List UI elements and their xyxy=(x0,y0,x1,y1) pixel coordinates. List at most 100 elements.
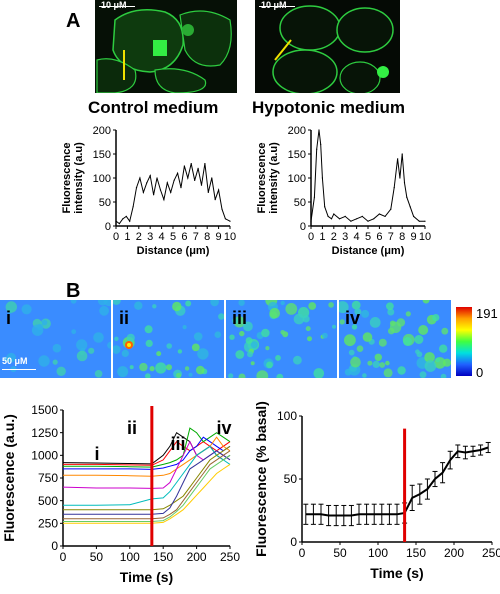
x-tick-label: 7 xyxy=(193,231,199,243)
profile-point xyxy=(136,187,137,188)
control-cells-image xyxy=(95,0,237,93)
y-tick-label: 100 xyxy=(288,173,306,185)
profile-point xyxy=(126,216,127,217)
cell-blob xyxy=(146,340,153,347)
cell-blob xyxy=(122,350,129,357)
cell-blob xyxy=(370,317,381,328)
cell-blob xyxy=(53,344,62,353)
profile-point xyxy=(367,221,368,222)
y-tick-label: 1250 xyxy=(31,426,58,440)
profile-point xyxy=(194,180,195,181)
cell-blob xyxy=(308,302,316,310)
cell-blob xyxy=(239,331,244,336)
cell-blob xyxy=(285,303,297,315)
x-tick-label: 8 xyxy=(399,231,405,243)
profile-point xyxy=(410,206,411,207)
profile-point xyxy=(356,218,357,219)
trace-annotation: iii xyxy=(170,434,185,454)
profile-point xyxy=(419,221,420,222)
cell-blob xyxy=(379,362,385,368)
cell-blob xyxy=(344,334,356,346)
profile-point xyxy=(204,163,205,164)
profile-point xyxy=(191,163,192,164)
y-axis-label-line: intensity (a.u) xyxy=(73,142,85,214)
cell-blob xyxy=(152,304,156,308)
colorbar xyxy=(456,307,472,376)
profile-point xyxy=(373,218,374,219)
x-tick-label: 250 xyxy=(220,550,240,564)
cell-blob xyxy=(439,345,447,353)
x-tick-label: 9 xyxy=(411,231,417,243)
cell-blob xyxy=(388,328,395,335)
hypotonic-cells-image xyxy=(255,0,400,93)
cell-blob xyxy=(150,366,155,371)
cell-blob xyxy=(403,337,412,346)
frame-label: i xyxy=(6,308,11,329)
profile-point xyxy=(324,206,325,207)
x-tick-label: 0 xyxy=(299,546,306,560)
trace-annotation: iv xyxy=(216,418,231,438)
frame-scale-label: 50 μM xyxy=(2,356,28,366)
x-tick-label: 200 xyxy=(444,546,464,560)
cell-blob xyxy=(166,364,172,370)
profile-point xyxy=(339,218,340,219)
profile-point xyxy=(119,223,120,224)
trace-annotation: ii xyxy=(127,418,137,438)
frame-scale-bar xyxy=(2,369,36,370)
cell-blob xyxy=(229,335,234,340)
profile-point xyxy=(318,129,319,130)
x-tick-label: 9 xyxy=(216,231,222,243)
profile-point xyxy=(184,165,185,166)
trace-annotation: i xyxy=(94,444,99,464)
y-tick-label: 200 xyxy=(288,125,306,137)
cell-blob xyxy=(435,358,440,363)
cell-blob xyxy=(417,351,423,357)
x-tick-label: 6 xyxy=(181,231,187,243)
cell-blob xyxy=(37,324,43,330)
control-medium-caption: Control medium xyxy=(88,98,218,118)
profile-point xyxy=(129,221,130,222)
cell-blob xyxy=(306,326,311,331)
x-tick-label: 150 xyxy=(153,550,173,564)
heatmap-image xyxy=(113,300,224,378)
trace-line xyxy=(63,428,230,467)
cell-blob xyxy=(322,333,328,339)
cell-blob xyxy=(384,368,393,377)
profile-point xyxy=(399,177,400,178)
profile-point xyxy=(156,177,157,178)
cell-blob xyxy=(114,337,118,341)
x-axis-label: Time (s) xyxy=(370,565,423,581)
cell-blob xyxy=(172,302,181,311)
cell-blob xyxy=(183,325,187,329)
profile-point xyxy=(328,216,329,217)
cell-blob xyxy=(397,366,405,374)
x-tick-label: 50 xyxy=(333,546,347,560)
profile-point xyxy=(320,144,321,145)
cell-blob xyxy=(42,320,48,326)
x-tick-label: 200 xyxy=(187,550,207,564)
cell-blob xyxy=(443,359,451,367)
profile-point xyxy=(180,187,181,188)
profile-point xyxy=(333,213,334,214)
profile-point xyxy=(170,192,171,193)
cell-blob xyxy=(328,302,334,308)
profile-point xyxy=(201,185,202,186)
x-tick-label: 10 xyxy=(419,231,431,243)
cell-blob xyxy=(95,370,103,378)
heatmap-frame-ii: ii xyxy=(113,300,224,378)
profile-point xyxy=(133,206,134,207)
profile-line xyxy=(311,130,425,221)
profile-point xyxy=(350,221,351,222)
cell-blob xyxy=(425,360,437,372)
y-axis-label-line: Fluorescence (a.u.) xyxy=(1,414,17,542)
y-axis-label-line: Fluorescence xyxy=(61,143,73,214)
cell-blob xyxy=(367,361,372,366)
y-tick-label: 500 xyxy=(38,494,58,508)
cell-blob xyxy=(235,350,244,359)
x-tick-label: 2 xyxy=(136,231,142,243)
frame-label: ii xyxy=(119,308,129,329)
cell-blob xyxy=(156,351,161,356)
cell-blob xyxy=(361,310,369,318)
cell-blob xyxy=(192,344,200,352)
y-tick-label: 50 xyxy=(99,197,111,209)
